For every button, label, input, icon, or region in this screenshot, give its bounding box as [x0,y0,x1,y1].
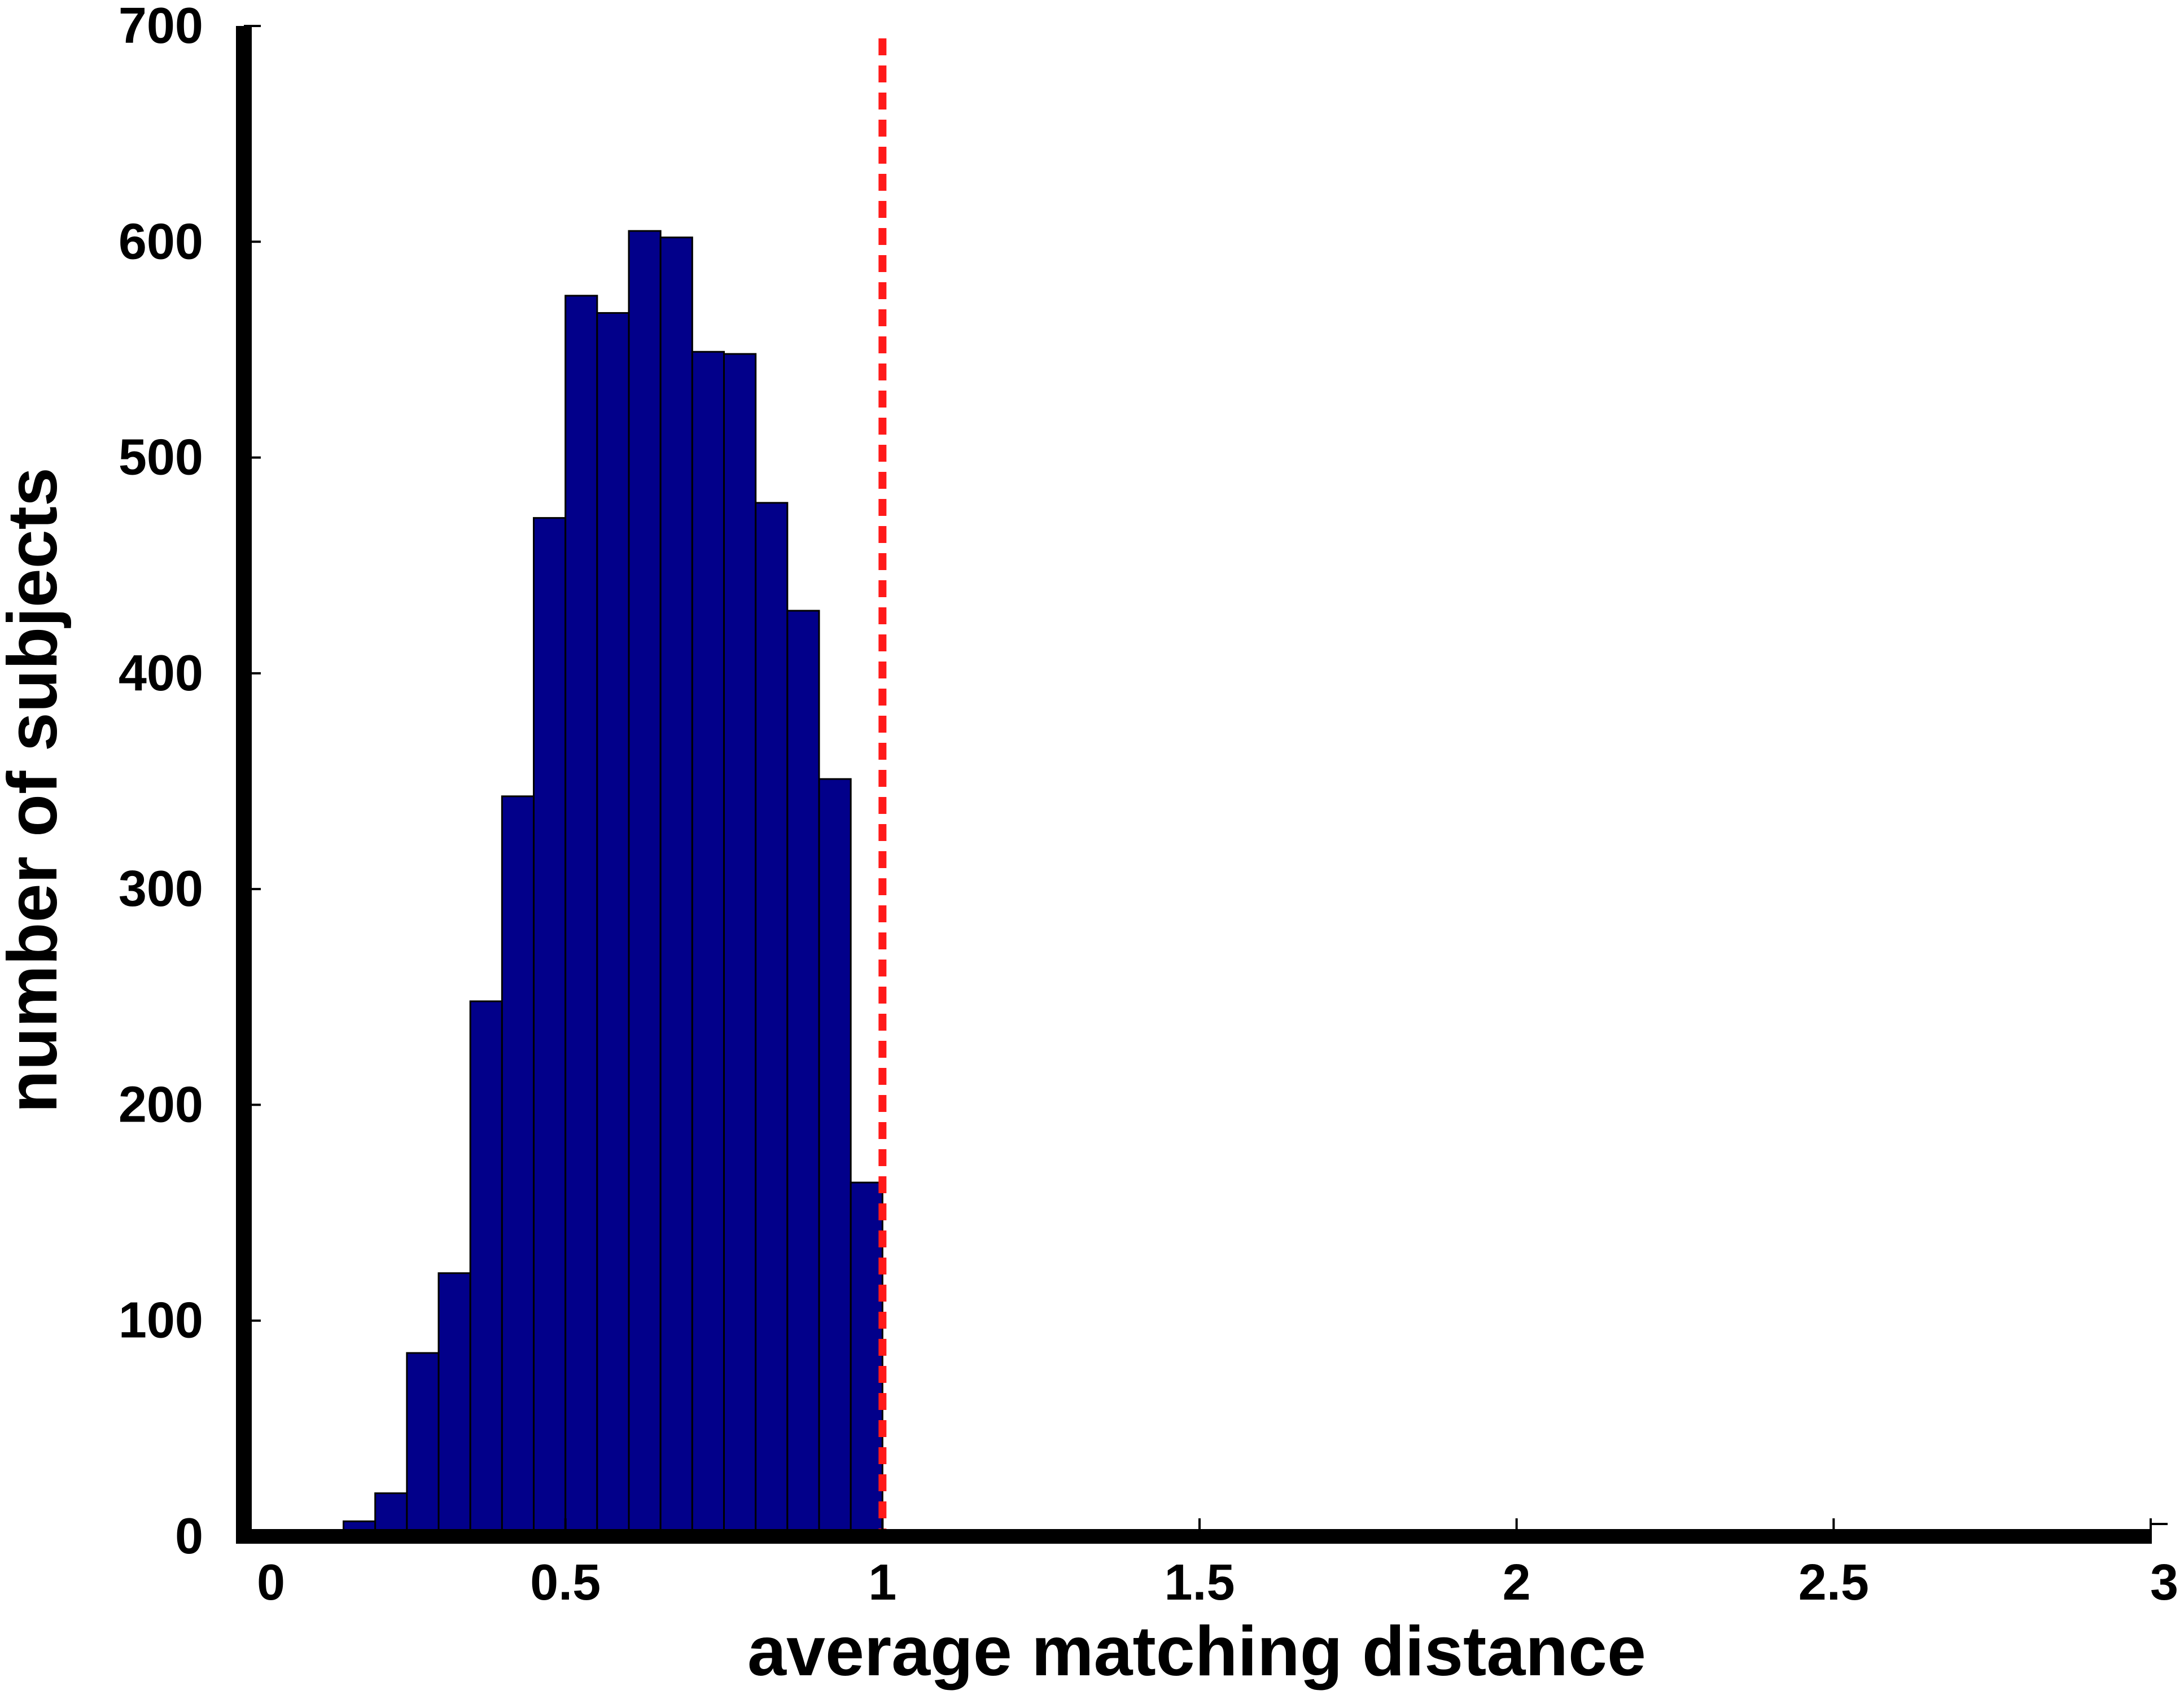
x-axis-ticks: 0 0.5 1 1.5 2 2.5 3 [247,1518,2178,1611]
x-tick-label: 0.5 [530,1554,601,1611]
histogram-bar-8 [596,312,630,1538]
y-axis-label: number of subjects [0,467,72,1113]
histogram-bar-16 [850,1181,883,1538]
histogram-bar-2 [406,1352,440,1538]
y-tick-label: 600 [119,213,203,270]
x-tick-label: 2 [1503,1554,1531,1611]
y-tick-label: 700 [119,0,203,54]
histogram-bar-9 [628,230,662,1538]
x-tick-label: 3 [2150,1554,2178,1611]
x-tick-label: 0 [257,1554,285,1611]
histogram-bar-10 [659,236,693,1538]
x-tick-label: 1 [868,1554,896,1611]
histogram-bar-11 [691,351,725,1538]
histogram-bar-12 [723,353,757,1538]
y-tick-label: 500 [119,430,203,486]
histogram-bar-4 [469,1000,503,1538]
histogram-bar-3 [437,1272,471,1538]
y-tick-label: 100 [119,1293,203,1349]
histogram-bar-14 [786,610,820,1538]
y-tick-label: 300 [119,861,203,917]
histogram-bars [343,230,883,1538]
x-tick-label: 2.5 [1798,1554,1869,1611]
histogram-bar-7 [564,295,598,1538]
histogram-bar-15 [818,778,852,1538]
y-tick-label: 400 [119,645,203,702]
histogram-bar-6 [533,517,567,1538]
y-tick-label: 200 [119,1076,203,1133]
histogram-bar-5 [501,795,535,1538]
histogram-bar-13 [755,502,789,1538]
y-tick-label: 0 [175,1508,203,1565]
y-axis-ticks: 0 100 200 300 400 500 600 700 [119,0,261,1565]
x-tick-label: 1.5 [1164,1554,1235,1611]
x-axis-label: average matching distance [747,1613,1646,1690]
